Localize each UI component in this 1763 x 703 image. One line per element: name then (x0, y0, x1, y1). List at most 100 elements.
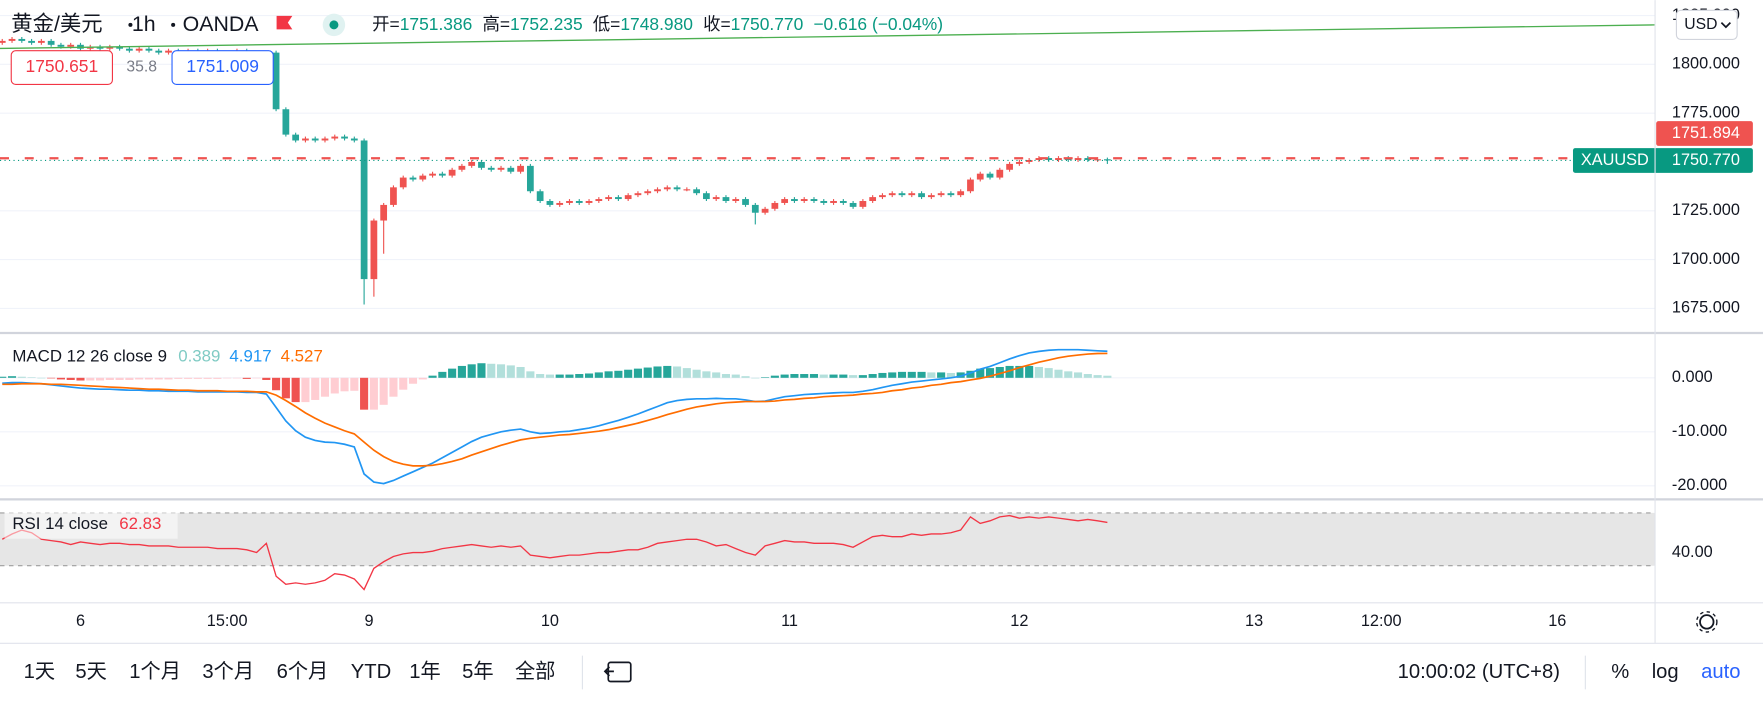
histogram-bar (819, 374, 828, 378)
histogram-bar (1044, 368, 1053, 378)
candle-body (869, 197, 877, 202)
histogram-bar (829, 374, 838, 378)
range-button[interactable]: 1天 (24, 661, 55, 683)
bid-box[interactable] (10, 50, 113, 86)
ohlc-label: 高= (482, 13, 510, 33)
candle-body (712, 197, 720, 200)
range-button[interactable]: 3个月 (202, 660, 254, 683)
x-tick-label: 6 (76, 612, 85, 630)
candle-body (761, 208, 769, 213)
candle-body (849, 202, 857, 207)
histogram-bar (272, 377, 281, 391)
candle-body (663, 187, 671, 190)
scale-option[interactable]: % (1611, 661, 1629, 683)
histogram-bar (888, 372, 897, 378)
histogram-bar (702, 371, 711, 378)
histogram-bar (301, 377, 310, 403)
rsi-legend-bg (4, 511, 178, 539)
candle-body (67, 44, 75, 47)
candle-body (830, 201, 837, 203)
histogram-bar (1103, 375, 1112, 378)
histogram-bar (878, 372, 887, 378)
candle-body (957, 191, 965, 196)
ohlc-value: 1750.770 (731, 13, 804, 33)
candle-body (497, 167, 505, 170)
histogram-bar (291, 377, 300, 403)
histogram-bar (956, 372, 965, 378)
histogram-bar (1093, 375, 1102, 378)
histogram-bar (105, 377, 114, 380)
candle-body (888, 193, 896, 196)
histogram-bar (203, 377, 212, 379)
histogram-bar (682, 368, 691, 378)
candle-body (654, 189, 661, 192)
histogram-bar (995, 367, 1004, 378)
ask-box[interactable] (171, 50, 274, 86)
y-tick-label: 1675.000 (1672, 299, 1740, 317)
histogram-bar (721, 374, 731, 378)
candle-body (967, 179, 974, 192)
candle-body (908, 193, 916, 196)
histogram-bar (1034, 367, 1043, 378)
settings-icon[interactable] (1699, 614, 1715, 630)
range-button[interactable]: 全部 (515, 660, 555, 683)
range-button[interactable]: 5天 (75, 661, 106, 683)
candle-body (1094, 159, 1101, 161)
candle-body (37, 40, 45, 43)
histogram-bar (1083, 374, 1092, 378)
candle-body (341, 136, 348, 139)
candle-body (751, 204, 759, 213)
histogram-bar (56, 377, 65, 380)
candle-body (116, 46, 123, 49)
candle-body (615, 197, 622, 200)
histogram-bar (1054, 369, 1063, 378)
candle-body (1025, 160, 1033, 162)
histogram-bar (174, 377, 183, 379)
flag-icon[interactable] (276, 15, 293, 30)
candle-body (517, 165, 524, 172)
scale-option[interactable]: auto (1701, 661, 1740, 683)
candle-body (18, 38, 26, 41)
candle-body (918, 193, 925, 198)
range-button[interactable]: 6个月 (277, 660, 329, 683)
rsi-legend: RSI 14 close 62.83 (12, 515, 161, 534)
ohlc-value: 1748.980 (620, 13, 693, 33)
histogram-bar (927, 372, 936, 378)
histogram-bar (633, 368, 642, 378)
histogram-bar (673, 366, 682, 378)
histogram-bar (232, 377, 242, 379)
histogram-bar (418, 377, 427, 380)
histogram-bar (184, 377, 193, 379)
candle-body (155, 50, 163, 53)
candle-body (145, 48, 153, 51)
histogram-bar (712, 372, 721, 378)
histogram-bar (408, 377, 418, 384)
histogram-bar (692, 369, 701, 378)
histogram-bar (545, 374, 554, 378)
bid-price: 1750.651 (26, 56, 99, 76)
plot-area: 1675.000 1700.000 1725.000 1775.000 1800.000… (0, 6, 1753, 630)
histogram-bar (27, 377, 36, 378)
range-button[interactable]: 1个月 (129, 660, 181, 683)
range-button[interactable]: 1年 (409, 660, 440, 683)
histogram-bar (144, 377, 153, 380)
histogram-bar (164, 377, 173, 380)
histogram-bar (487, 363, 496, 378)
candle-body (800, 199, 808, 202)
range-button[interactable]: 5年 (462, 660, 493, 683)
histogram-bar (360, 377, 369, 410)
histogram-bar (584, 373, 594, 378)
candle-body (703, 193, 710, 200)
histogram-bar (115, 377, 124, 380)
currency-button[interactable] (1675, 9, 1738, 41)
histogram-bar (761, 377, 770, 378)
scale-option[interactable]: log (1652, 661, 1679, 683)
price-label-bg (1572, 148, 1753, 173)
range-button[interactable]: YTD (351, 661, 391, 683)
candle-body (575, 201, 583, 203)
histogram-bar (320, 377, 330, 397)
x-tick-label: 13 (1245, 612, 1263, 630)
chevron-icon (1720, 22, 1731, 29)
